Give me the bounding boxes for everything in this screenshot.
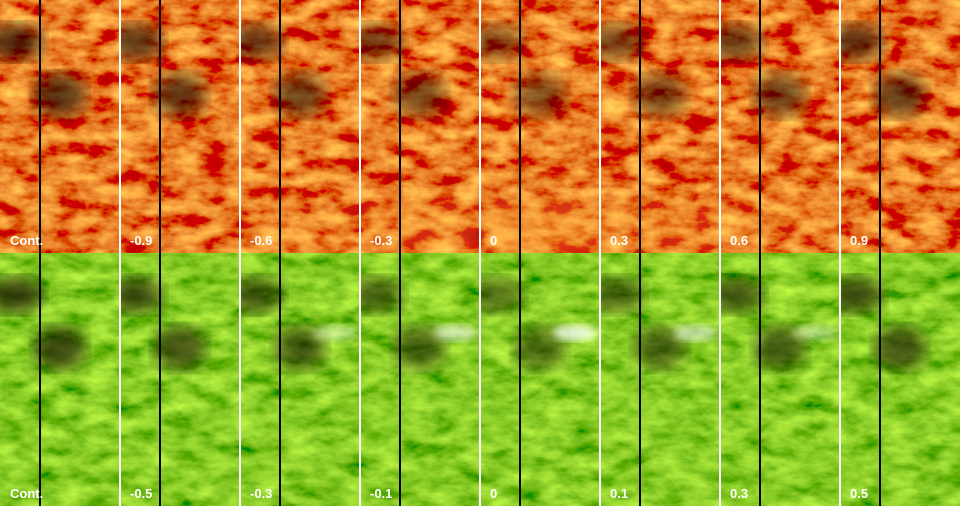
sunspot <box>120 277 163 313</box>
panel-label: Cont. <box>10 486 43 501</box>
bright-band <box>360 200 480 253</box>
sunspot <box>240 24 283 60</box>
panel-label: 0.1 <box>610 486 628 501</box>
sunspot <box>274 73 326 117</box>
panel-label: 0.5 <box>850 486 868 501</box>
panel-label: -0.5 <box>130 486 152 501</box>
panel-label: 0.6 <box>730 233 748 248</box>
panel <box>120 0 240 253</box>
panel-label: 0.3 <box>610 233 628 248</box>
panel <box>360 0 480 253</box>
sunspot <box>840 277 883 313</box>
panel-label: -0.1 <box>370 486 392 501</box>
sunspot <box>0 277 43 313</box>
panel-label: 0 <box>490 233 497 248</box>
sunspot <box>0 24 43 60</box>
sunspot <box>720 24 763 60</box>
panel <box>720 253 840 506</box>
sunspot <box>480 277 523 313</box>
sunspot <box>34 73 86 117</box>
panel <box>840 253 960 506</box>
panel <box>840 0 960 253</box>
bright-band <box>480 200 600 253</box>
sunspot <box>394 326 446 370</box>
plage <box>793 325 837 341</box>
sunspot <box>514 326 566 370</box>
sunspot <box>480 24 523 60</box>
panel-label: -0.3 <box>250 486 272 501</box>
sunspot <box>34 326 86 370</box>
panel-label: 0.3 <box>730 486 748 501</box>
panel <box>240 0 360 253</box>
panel <box>0 0 120 253</box>
panel <box>600 253 720 506</box>
panel-label: 0.9 <box>850 233 868 248</box>
sunspot <box>634 326 686 370</box>
plage <box>553 325 597 341</box>
plage <box>433 325 477 341</box>
panel-label: -0.3 <box>370 233 392 248</box>
bright-band <box>720 200 840 253</box>
sunspot <box>840 24 883 60</box>
sunspot <box>120 24 163 60</box>
sunspot <box>154 326 206 370</box>
sunspot <box>754 326 806 370</box>
panel <box>480 0 600 253</box>
sunspot <box>874 73 926 117</box>
sunspot <box>240 277 283 313</box>
sunspot <box>874 326 926 370</box>
panel-label: Cont. <box>10 233 43 248</box>
bright-band <box>240 200 360 253</box>
panel <box>480 253 600 506</box>
sunspot <box>634 73 686 117</box>
sunspot <box>754 73 806 117</box>
sunspot <box>600 277 643 313</box>
panel-label: 0 <box>490 486 497 501</box>
panel-label: -0.9 <box>130 233 152 248</box>
panel <box>360 253 480 506</box>
panel <box>240 253 360 506</box>
sunspot <box>720 277 763 313</box>
panel <box>720 0 840 253</box>
sunspot <box>360 277 403 313</box>
panel <box>120 253 240 506</box>
sunspot <box>274 326 326 370</box>
sunspot <box>360 24 403 60</box>
plage <box>673 325 717 341</box>
sunspot <box>514 73 566 117</box>
sunspot <box>154 73 206 117</box>
plage <box>313 325 357 341</box>
bright-band <box>600 200 720 253</box>
sunspot <box>600 24 643 60</box>
panel <box>600 0 720 253</box>
panel <box>0 253 120 506</box>
sunspot <box>394 73 446 117</box>
panel-label: -0.6 <box>250 233 272 248</box>
